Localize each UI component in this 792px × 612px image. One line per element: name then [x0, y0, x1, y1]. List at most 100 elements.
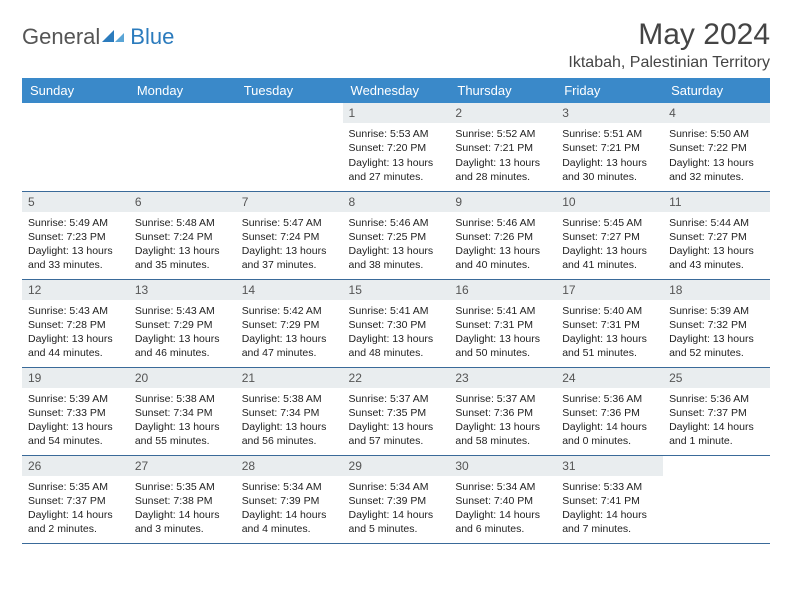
- day-number: 17: [556, 280, 663, 300]
- cell-line-ss: Sunset: 7:36 PM: [562, 406, 657, 420]
- cell-body: Sunrise: 5:51 AMSunset: 7:21 PMDaylight:…: [556, 125, 663, 188]
- cell-line-ss: Sunset: 7:24 PM: [242, 230, 337, 244]
- cell-line-sr: Sunrise: 5:35 AM: [28, 480, 123, 494]
- day-number: 13: [129, 280, 236, 300]
- calendar-cell: 24Sunrise: 5:36 AMSunset: 7:36 PMDayligh…: [556, 367, 663, 455]
- cell-line-d1: Daylight: 13 hours: [669, 332, 764, 346]
- cell-line-d2: and 38 minutes.: [349, 258, 444, 272]
- calendar-cell: 21Sunrise: 5:38 AMSunset: 7:34 PMDayligh…: [236, 367, 343, 455]
- cell-line-d2: and 47 minutes.: [242, 346, 337, 360]
- cell-line-d2: and 58 minutes.: [455, 434, 550, 448]
- cell-body: Sunrise: 5:50 AMSunset: 7:22 PMDaylight:…: [663, 125, 770, 188]
- cell-line-d2: and 4 minutes.: [242, 522, 337, 536]
- cell-line-sr: Sunrise: 5:34 AM: [455, 480, 550, 494]
- cell-line-d2: and 46 minutes.: [135, 346, 230, 360]
- calendar-cell: 12Sunrise: 5:43 AMSunset: 7:28 PMDayligh…: [22, 279, 129, 367]
- logo-text-blue: Blue: [130, 24, 174, 50]
- cell-line-sr: Sunrise: 5:34 AM: [349, 480, 444, 494]
- cell-line-sr: Sunrise: 5:52 AM: [455, 127, 550, 141]
- cell-line-d1: Daylight: 13 hours: [135, 244, 230, 258]
- cell-line-d2: and 57 minutes.: [349, 434, 444, 448]
- cell-body: Sunrise: 5:49 AMSunset: 7:23 PMDaylight:…: [22, 214, 129, 277]
- calendar-week-row: 19Sunrise: 5:39 AMSunset: 7:33 PMDayligh…: [22, 367, 770, 455]
- cell-line-ss: Sunset: 7:32 PM: [669, 318, 764, 332]
- cell-line-sr: Sunrise: 5:38 AM: [242, 392, 337, 406]
- day-number: 25: [663, 368, 770, 388]
- calendar-cell: 30Sunrise: 5:34 AMSunset: 7:40 PMDayligh…: [449, 455, 556, 543]
- cell-line-sr: Sunrise: 5:36 AM: [562, 392, 657, 406]
- cell-body: Sunrise: 5:43 AMSunset: 7:29 PMDaylight:…: [129, 302, 236, 365]
- cell-line-d2: and 55 minutes.: [135, 434, 230, 448]
- day-number: 12: [22, 280, 129, 300]
- calendar-cell: 23Sunrise: 5:37 AMSunset: 7:36 PMDayligh…: [449, 367, 556, 455]
- cell-body: Sunrise: 5:44 AMSunset: 7:27 PMDaylight:…: [663, 214, 770, 277]
- cell-line-ss: Sunset: 7:30 PM: [349, 318, 444, 332]
- day-number: 18: [663, 280, 770, 300]
- cell-line-ss: Sunset: 7:29 PM: [242, 318, 337, 332]
- calendar-cell: [663, 455, 770, 543]
- cell-line-d2: and 50 minutes.: [455, 346, 550, 360]
- calendar-cell: 20Sunrise: 5:38 AMSunset: 7:34 PMDayligh…: [129, 367, 236, 455]
- cell-line-d1: Daylight: 13 hours: [242, 332, 337, 346]
- day-number: 24: [556, 368, 663, 388]
- cell-line-sr: Sunrise: 5:44 AM: [669, 216, 764, 230]
- calendar-cell: 25Sunrise: 5:36 AMSunset: 7:37 PMDayligh…: [663, 367, 770, 455]
- calendar-cell: 10Sunrise: 5:45 AMSunset: 7:27 PMDayligh…: [556, 191, 663, 279]
- cell-body: Sunrise: 5:39 AMSunset: 7:32 PMDaylight:…: [663, 302, 770, 365]
- calendar-cell: 17Sunrise: 5:40 AMSunset: 7:31 PMDayligh…: [556, 279, 663, 367]
- cell-line-ss: Sunset: 7:29 PM: [135, 318, 230, 332]
- day-header: Saturday: [663, 78, 770, 103]
- day-header: Wednesday: [343, 78, 450, 103]
- cell-body: Sunrise: 5:34 AMSunset: 7:39 PMDaylight:…: [236, 478, 343, 541]
- calendar-cell: 13Sunrise: 5:43 AMSunset: 7:29 PMDayligh…: [129, 279, 236, 367]
- cell-line-d1: Daylight: 14 hours: [562, 508, 657, 522]
- cell-line-d1: Daylight: 13 hours: [349, 156, 444, 170]
- cell-line-ss: Sunset: 7:41 PM: [562, 494, 657, 508]
- cell-body: Sunrise: 5:48 AMSunset: 7:24 PMDaylight:…: [129, 214, 236, 277]
- cell-body: Sunrise: 5:41 AMSunset: 7:31 PMDaylight:…: [449, 302, 556, 365]
- day-number: 6: [129, 192, 236, 212]
- cell-line-sr: Sunrise: 5:46 AM: [455, 216, 550, 230]
- cell-line-d1: Daylight: 14 hours: [135, 508, 230, 522]
- day-number: 22: [343, 368, 450, 388]
- cell-line-sr: Sunrise: 5:49 AM: [28, 216, 123, 230]
- calendar-cell: 26Sunrise: 5:35 AMSunset: 7:37 PMDayligh…: [22, 455, 129, 543]
- cell-line-ss: Sunset: 7:20 PM: [349, 141, 444, 155]
- day-number: 26: [22, 456, 129, 476]
- cell-body: Sunrise: 5:33 AMSunset: 7:41 PMDaylight:…: [556, 478, 663, 541]
- cell-line-d2: and 37 minutes.: [242, 258, 337, 272]
- calendar-cell: [22, 103, 129, 191]
- cell-body: Sunrise: 5:34 AMSunset: 7:40 PMDaylight:…: [449, 478, 556, 541]
- calendar-week-row: 5Sunrise: 5:49 AMSunset: 7:23 PMDaylight…: [22, 191, 770, 279]
- cell-body: Sunrise: 5:42 AMSunset: 7:29 PMDaylight:…: [236, 302, 343, 365]
- calendar-week-row: 12Sunrise: 5:43 AMSunset: 7:28 PMDayligh…: [22, 279, 770, 367]
- cell-line-ss: Sunset: 7:27 PM: [669, 230, 764, 244]
- calendar-cell: 5Sunrise: 5:49 AMSunset: 7:23 PMDaylight…: [22, 191, 129, 279]
- cell-line-d2: and 27 minutes.: [349, 170, 444, 184]
- location: Iktabah, Palestinian Territory: [568, 54, 770, 72]
- title-block: May 2024 Iktabah, Palestinian Territory: [568, 18, 770, 72]
- logo-text-general: General: [22, 24, 100, 50]
- day-number: 2: [449, 103, 556, 123]
- cell-line-sr: Sunrise: 5:34 AM: [242, 480, 337, 494]
- cell-line-d2: and 54 minutes.: [28, 434, 123, 448]
- cell-line-sr: Sunrise: 5:51 AM: [562, 127, 657, 141]
- cell-line-d1: Daylight: 13 hours: [455, 420, 550, 434]
- calendar-cell: 29Sunrise: 5:34 AMSunset: 7:39 PMDayligh…: [343, 455, 450, 543]
- day-number: 28: [236, 456, 343, 476]
- cell-line-d1: Daylight: 13 hours: [455, 332, 550, 346]
- cell-line-ss: Sunset: 7:21 PM: [455, 141, 550, 155]
- logo: General Blue: [22, 18, 174, 50]
- cell-body: Sunrise: 5:38 AMSunset: 7:34 PMDaylight:…: [129, 390, 236, 453]
- cell-line-d2: and 1 minute.: [669, 434, 764, 448]
- cell-line-ss: Sunset: 7:35 PM: [349, 406, 444, 420]
- day-number: 4: [663, 103, 770, 123]
- cell-line-d2: and 5 minutes.: [349, 522, 444, 536]
- cell-line-d2: and 56 minutes.: [242, 434, 337, 448]
- calendar-cell: 19Sunrise: 5:39 AMSunset: 7:33 PMDayligh…: [22, 367, 129, 455]
- cell-line-d2: and 52 minutes.: [669, 346, 764, 360]
- cell-line-d2: and 40 minutes.: [455, 258, 550, 272]
- cell-line-d1: Daylight: 13 hours: [28, 420, 123, 434]
- cell-line-d2: and 51 minutes.: [562, 346, 657, 360]
- cell-line-sr: Sunrise: 5:41 AM: [349, 304, 444, 318]
